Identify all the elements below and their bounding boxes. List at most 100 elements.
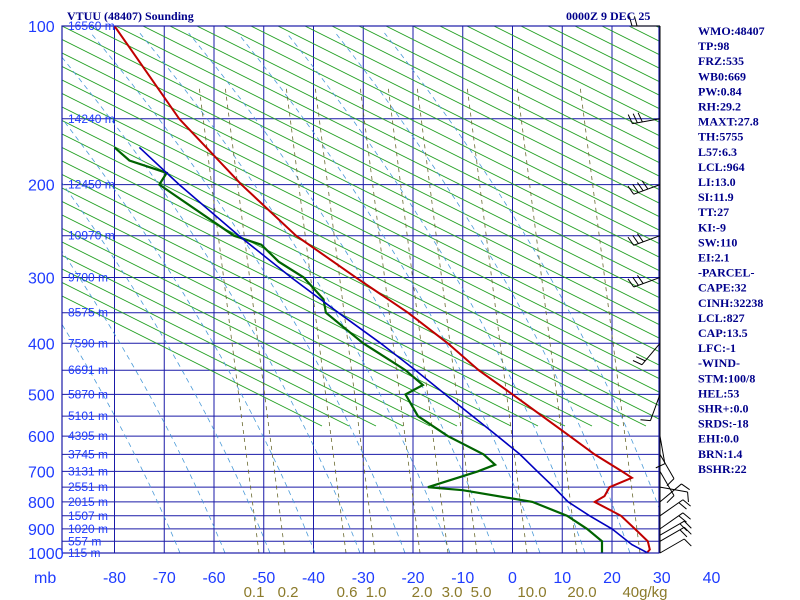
wind-barb-flag xyxy=(682,499,691,507)
stability-index: STM:100/8 xyxy=(698,371,755,385)
dry-adiabat xyxy=(222,26,659,245)
pressure-axis-labels: 100 200 300 400 500 600 700 800 900 1000 xyxy=(28,19,64,563)
stability-index: TH:5755 xyxy=(698,130,743,144)
stability-index: SHR+:0.0 xyxy=(698,402,749,416)
stability-index: -WIND- xyxy=(698,356,740,370)
mixing-ratio-label: 0.6 xyxy=(337,584,358,600)
mixing-ratio-label: 20.0 xyxy=(567,584,596,600)
stability-index: PW:0.84 xyxy=(698,84,742,98)
dry-adiabat xyxy=(62,187,539,427)
wind-barb-flag xyxy=(683,526,692,535)
stability-index: LCL:827 xyxy=(698,311,745,325)
dry-adiabat xyxy=(303,26,659,204)
moist-adiabat xyxy=(335,32,631,553)
stability-index: KI:-9 xyxy=(698,220,726,234)
mixing-ratio-label: 0.1 xyxy=(244,584,265,600)
mixing-ratio-line xyxy=(359,85,421,553)
pressure-label: 400 xyxy=(28,336,55,353)
height-label: 16560 m xyxy=(68,19,115,33)
wind-barb-flag xyxy=(632,235,639,244)
mixing-ratio-label: 3.0 xyxy=(442,584,463,600)
pressure-label: 200 xyxy=(28,178,55,195)
mixing-ratio-line xyxy=(466,85,528,553)
temperature-tick-label: -80 xyxy=(103,570,126,587)
wind-barb-flag xyxy=(632,113,638,123)
mixing-ratio-line xyxy=(416,85,478,553)
pressure-label: 1000 xyxy=(28,546,64,563)
dry-adiabat xyxy=(62,26,659,326)
wind-barb-flag xyxy=(637,112,643,123)
dry-adiabat xyxy=(141,26,659,285)
temperature-tick-label: -30 xyxy=(352,570,375,587)
wind-barb-flag xyxy=(637,275,644,284)
temperature-tick-label: 10 xyxy=(553,570,571,587)
pressure-unit-label: mb xyxy=(34,570,56,587)
height-label: 2551 m xyxy=(68,480,108,494)
temperature-tick-label: -20 xyxy=(401,570,424,587)
wind-barb xyxy=(659,486,688,493)
dry-adiabat xyxy=(62,268,377,427)
stability-index: BSHR:22 xyxy=(698,462,747,476)
wind-barb-flag xyxy=(681,483,690,491)
stability-index: SI:11.9 xyxy=(698,190,734,204)
mixing-ratio-line xyxy=(224,85,286,553)
chart-title: VTUU (48407) Sounding xyxy=(67,9,194,23)
wind-barb xyxy=(659,471,675,496)
stability-index: TP:98 xyxy=(698,39,729,53)
wind-barb-flag xyxy=(641,180,649,190)
wind-barb-flag xyxy=(666,495,675,504)
dry-adiabat xyxy=(62,200,512,427)
mixing-ratio-label: 0.2 xyxy=(278,584,299,600)
height-label: 3745 m xyxy=(68,447,108,461)
pressure-label: 100 xyxy=(28,19,55,36)
mixing-ratio-line xyxy=(198,85,260,553)
height-label: 5870 m xyxy=(68,387,108,401)
wind-barb-flag xyxy=(635,356,646,362)
height-label: 1020 m xyxy=(68,522,108,536)
wind-barb-flag xyxy=(627,114,633,124)
stability-index: BRN:1.4 xyxy=(698,447,742,461)
chart-datetime: 0000Z 9 DEC 25 xyxy=(566,9,650,23)
mixing-ratio-line xyxy=(579,85,641,553)
height-label: 3131 m xyxy=(68,464,108,478)
wind-barb-flag xyxy=(679,523,688,532)
height-label: 4395 m xyxy=(68,429,108,443)
stability-index: EI:2.1 xyxy=(698,251,730,265)
temperature-tick-label: 40 xyxy=(703,570,721,587)
isotherm-lines xyxy=(114,26,613,553)
height-label: 10970 m xyxy=(68,229,115,243)
pressure-label: 500 xyxy=(28,387,55,404)
stability-index: RH:29.2 xyxy=(698,100,741,114)
stability-index: CAP:13.5 xyxy=(698,326,748,340)
stability-index: WB0:669 xyxy=(698,69,746,83)
wind-barb-flag xyxy=(627,185,635,195)
wind-barb-flag xyxy=(633,16,638,27)
isobar-lines xyxy=(62,25,659,554)
pressure-label: 900 xyxy=(28,522,55,539)
dry-adiabat xyxy=(357,26,659,177)
stability-index: LCL:964 xyxy=(698,160,745,174)
dry-adiabat xyxy=(62,160,593,427)
wind-barb-flag xyxy=(666,478,675,487)
moist-adiabat xyxy=(237,32,541,553)
height-label: 557 m xyxy=(68,534,101,548)
dry-adiabat xyxy=(62,119,659,420)
mixing-ratio-lines xyxy=(198,85,641,553)
dry-adiabat xyxy=(62,92,659,393)
height-labels: 16560 m 14240 m 12450 m 10970 m 9700 m 8575 m… xyxy=(68,19,115,560)
wind-barb xyxy=(659,483,682,503)
dry-adiabat xyxy=(87,26,659,312)
wind-barb-flag xyxy=(655,463,666,469)
moist-adiabat xyxy=(286,32,586,553)
temperature-tick-label: 0 xyxy=(508,570,517,587)
wind-barb-flag xyxy=(628,16,633,27)
mixing-ratio-label: 40g/kg xyxy=(622,584,667,600)
dry-adiabat xyxy=(249,26,659,231)
moist-adiabat xyxy=(188,32,496,553)
wind-barb-flag xyxy=(679,529,688,538)
dry-adiabat xyxy=(195,26,659,258)
height-label: 8575 m xyxy=(68,306,108,320)
stability-index: SRDS:-18 xyxy=(698,417,749,431)
